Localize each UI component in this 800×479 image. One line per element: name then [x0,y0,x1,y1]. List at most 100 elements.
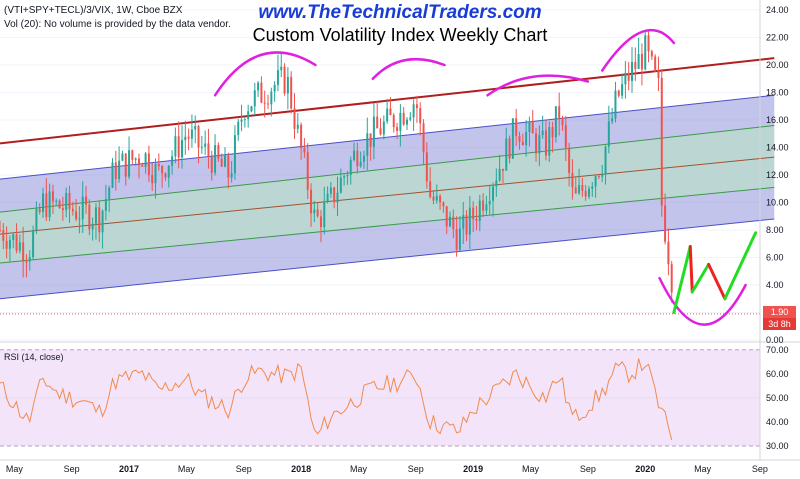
candle-body [323,202,326,228]
candle-body [346,174,349,177]
candle-body [445,206,448,227]
candle-body [276,70,279,85]
symbol-label: (VTI+SPY+TECL)/3/VIX, 1W, Cboe BZX [4,5,183,16]
candle-body [574,187,577,194]
candle-body [657,69,660,78]
candle-body [409,117,412,120]
candle-body [382,121,385,135]
channel-middle-line [0,156,775,235]
main-plot [0,9,775,341]
candle-body [492,186,495,201]
candle-body [114,162,117,179]
candle-body [551,127,554,138]
time-tick-label: Sep [752,464,768,474]
rsi-label: RSI (14, close) [4,352,64,362]
candle-body [303,148,306,153]
candle-body [667,241,670,265]
candle-body [45,193,48,218]
candle-body [544,130,547,156]
price-tick-label: 18.00 [766,88,789,98]
candle-body [558,106,561,120]
candle-body [604,146,607,175]
candle-body [455,229,458,250]
candle-body [22,242,25,262]
candle-body [644,35,647,70]
rsi-plot [0,341,800,447]
candle-body [554,106,557,138]
candle-body [372,116,375,147]
annotation-arc [658,276,747,326]
candle-body [614,90,617,119]
price-tick-label: 4.00 [766,280,784,290]
candle-body [521,141,524,146]
candle-body [237,121,240,136]
candle-body [495,180,498,187]
projection-segment [690,262,711,294]
candle-body [640,53,643,70]
candle-body [505,138,508,171]
candle-body [531,121,534,134]
candle-body [230,173,233,178]
candle-body [108,187,111,200]
candle-body [144,153,147,167]
candle-body [316,209,319,217]
candle-body [465,215,468,235]
candle-body [343,176,346,178]
rsi-tick-label: 50.00 [766,393,789,403]
candle-body [267,103,270,105]
candle-body [273,84,276,92]
candle-body [439,195,442,203]
candle-body [412,104,415,118]
candle-body [405,119,408,125]
price-tick-label: 20.00 [766,60,789,70]
candle-body [571,172,574,188]
candle-body [204,143,207,147]
candle-body [429,181,432,197]
time-tick-label: 2019 [463,464,483,474]
candle-body [319,216,322,228]
candle-body [501,168,504,171]
candle-body [611,118,614,122]
candle-body [637,53,640,69]
time-tick-label: May [350,464,368,474]
projection-segment [672,245,692,314]
candle-body [78,218,81,220]
candle-body [634,61,637,69]
rsi-line [0,358,673,441]
candle-body [336,192,339,203]
candle-body [161,166,164,174]
candle-body [449,216,452,227]
candle-body [525,131,528,146]
candle-body [548,127,551,156]
channel-green-bottom [0,186,775,264]
candle-body [630,61,633,81]
time-tick-label: 2018 [291,464,311,474]
candle-body [511,118,514,159]
candle-body [85,196,88,205]
candle-body [392,115,395,128]
candle-body [313,209,316,214]
candle-body [472,207,475,220]
candle-body [379,128,382,135]
candle-body [124,153,127,177]
candle-body [333,187,336,203]
candle-body [250,106,253,112]
candle-body [32,230,35,258]
candle-body [650,51,653,57]
time-tick-label: May [178,464,196,474]
candle-body [597,176,600,178]
candle-body [300,124,303,149]
candle-body [15,234,18,251]
candle-body [660,77,663,206]
candle-body [366,133,369,156]
time-tick-label: 2020 [635,464,655,474]
time-tick-label: 2017 [119,464,139,474]
candle-body [164,173,167,178]
candle-body [353,150,356,161]
candle-body [71,208,74,212]
candle-body [587,188,590,197]
candle-body [369,133,372,147]
candle-body [475,219,478,221]
rsi-tick-label: 60.00 [766,369,789,379]
